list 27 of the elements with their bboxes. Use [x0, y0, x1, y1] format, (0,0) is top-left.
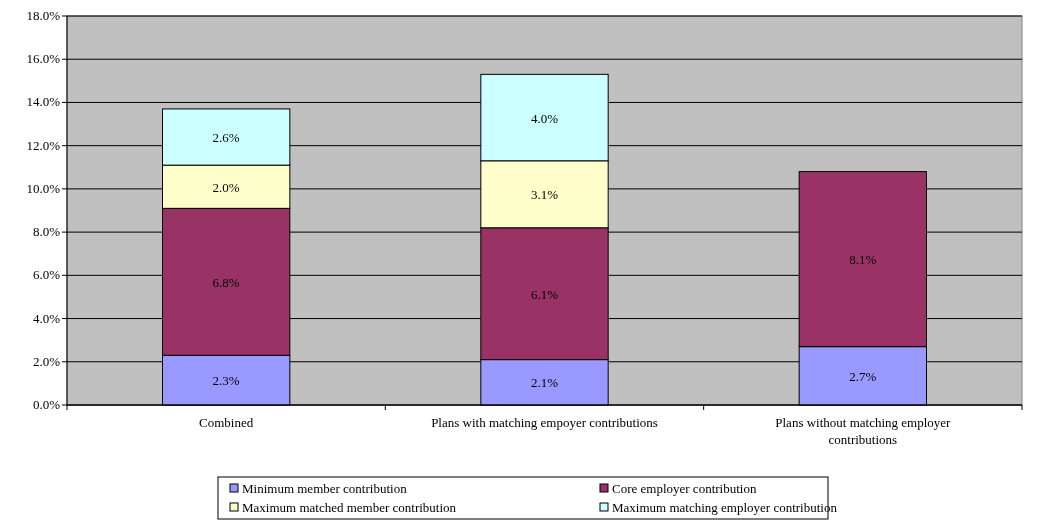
data-label: 8.1%: [849, 252, 877, 268]
data-label: 2.3%: [212, 373, 240, 389]
data-label: 6.1%: [530, 286, 559, 302]
legend-label: Maximum matching employer contribution: [612, 500, 838, 515]
y-tick-label: 18.0%: [26, 8, 61, 23]
data-label: 2.1%: [530, 375, 559, 391]
y-tick-label: 10.0%: [26, 180, 61, 196]
data-label: 3.1%: [530, 187, 559, 203]
legend-label: Minimum member contribution: [242, 481, 408, 496]
y-tick-label: 2.0%: [32, 353, 61, 369]
legend-label: Maximum matched member contribution: [242, 500, 457, 515]
y-tick-label: 16.0%: [26, 51, 61, 67]
y-tick-label: 14.0%: [26, 94, 61, 110]
y-tick-label: 4.0%: [32, 310, 61, 326]
y-tick-label: 8.0%: [32, 224, 61, 240]
data-label: 6.8%: [212, 274, 240, 290]
data-label: 4.0%: [530, 110, 559, 126]
data-label: 2.0%: [212, 179, 240, 195]
x-tick-label: Plans with matching empoyer contributions: [431, 415, 658, 430]
data-label: 2.7%: [849, 368, 877, 384]
legend-label: Core employer contribution: [612, 481, 757, 496]
x-tick-label: Combined: [199, 415, 254, 430]
y-tick-label: 0.0%: [32, 397, 61, 412]
y-tick-label: 6.0%: [32, 267, 61, 283]
x-tick-label: Plans without matching employer contributions: [775, 415, 952, 447]
data-label: 2.6%: [212, 130, 240, 146]
y-tick-label: 12.0%: [26, 137, 61, 153]
